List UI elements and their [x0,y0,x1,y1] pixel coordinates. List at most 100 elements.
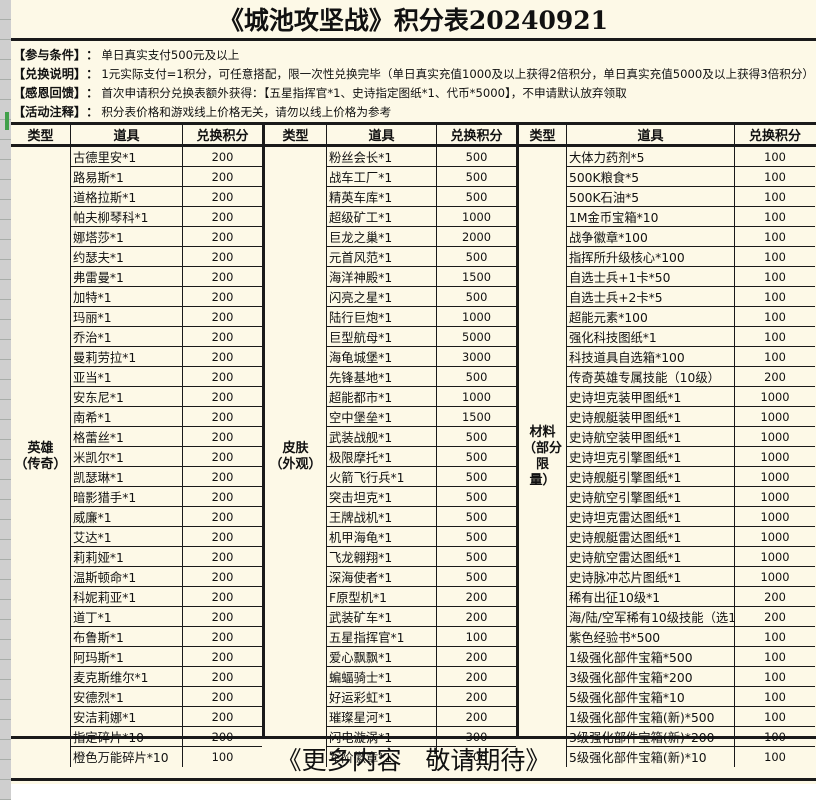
item-cell[interactable]: 闪亮之星*1 [327,287,436,307]
row-number-cell[interactable] [0,180,11,200]
item-cell[interactable]: 超能都市*1 [327,387,436,407]
points-cell[interactable]: 100 [735,327,815,347]
row-number-cell[interactable] [0,420,11,440]
points-cell[interactable]: 200 [437,647,516,667]
item-cell[interactable]: 史诗舰艇雷达图纸*1 [567,527,734,547]
item-cell[interactable]: 军阶徽章*1 [329,751,393,765]
item-cell[interactable]: 科妮莉亚*1 [71,587,182,607]
item-cell[interactable]: 5级强化部件宝箱(新)*10 [569,751,707,765]
points-cell[interactable]: 200 [183,507,262,527]
points-cell[interactable]: 100 [735,287,815,307]
item-cell[interactable]: 指定碎片*10 [71,727,182,747]
row-number-cell[interactable] [0,460,11,480]
item-cell[interactable]: 元首风范*1 [327,247,436,267]
row-number-cell[interactable] [0,200,11,220]
points-cell[interactable]: 200 [183,667,262,687]
item-cell[interactable]: 机甲海龟*1 [327,527,436,547]
points-cell[interactable]: 1000 [437,307,516,327]
points-cell[interactable]: 500 [437,427,516,447]
points-cell[interactable]: 2000 [437,227,516,247]
item-cell[interactable]: 布鲁斯*1 [71,627,182,647]
points-cell[interactable]: 500 [437,187,516,207]
points-cell[interactable]: 200 [437,687,516,707]
points-cell[interactable]: 1000 [735,447,815,467]
item-cell[interactable]: 曼莉劳拉*1 [71,347,182,367]
points-cell[interactable]: 1000 [735,507,815,527]
item-cell[interactable]: 加特*1 [71,287,182,307]
item-cell[interactable]: 格蕾丝*1 [71,427,182,447]
points-cell[interactable]: 500 [437,147,516,167]
item-cell[interactable]: 帕夫柳琴科*1 [71,207,182,227]
points-cell[interactable]: 1000 [437,387,516,407]
row-number-cell[interactable] [0,380,11,400]
points-cell[interactable]: 500 [437,167,516,187]
points-cell[interactable]: 1000 [735,467,815,487]
row-number-cell[interactable] [0,620,11,640]
item-cell[interactable]: 凯瑟琳*1 [71,467,182,487]
item-cell[interactable]: F原型机*1 [327,587,436,607]
item-cell[interactable]: 战车工厂*1 [327,167,436,187]
item-cell[interactable]: 史诗坦克引擎图纸*1 [567,447,734,467]
row-number-strip[interactable] [0,0,11,800]
item-cell[interactable]: 1级强化部件宝箱*500 [567,647,734,667]
item-cell[interactable]: 1M金币宝箱*10 [567,207,734,227]
points-cell[interactable]: 200 [183,647,262,667]
item-cell[interactable]: 精英车库*1 [327,187,436,207]
points-cell[interactable]: 1000 [735,387,815,407]
points-cell[interactable]: 200 [183,307,262,327]
item-cell[interactable]: 粉丝会长*1 [327,147,436,167]
points-cell[interactable]: 1000 [735,427,815,447]
points-cell[interactable]: 200 [183,487,262,507]
points-cell[interactable]: 500 [437,247,516,267]
points-cell[interactable]: 200 [183,347,262,367]
item-cell[interactable]: 超级矿工*1 [327,207,436,227]
row-number-cell[interactable] [0,400,11,420]
item-cell[interactable]: 阿玛斯*1 [71,647,182,667]
points-cell[interactable]: 500 [437,467,516,487]
row-number-cell[interactable] [0,560,11,580]
points-cell[interactable]: 500 [437,547,516,567]
row-number-cell[interactable] [0,60,11,80]
item-cell[interactable]: 大体力药剂*5 [567,147,734,167]
item-cell[interactable]: 巨龙之巢*1 [327,227,436,247]
item-cell[interactable]: 古德里安*1 [71,147,182,167]
points-cell[interactable]: 200 [183,527,262,547]
item-cell[interactable]: 安东尼*1 [71,387,182,407]
points-cell[interactable]: 100 [735,167,815,187]
item-cell[interactable]: 海/陆/空军稀有10级技能（选1） [567,607,734,627]
points-cell[interactable]: 200 [183,687,262,707]
item-cell[interactable]: 海洋神殿*1 [327,267,436,287]
points-cell[interactable]: 200 [183,247,262,267]
points-cell[interactable]: 500 [437,367,516,387]
row-number-cell[interactable] [0,760,11,780]
row-number-cell[interactable] [0,240,11,260]
item-cell[interactable]: 路易斯*1 [71,167,182,187]
points-cell[interactable]: 200 [183,707,262,727]
points-cell[interactable]: 200 [183,267,262,287]
points-cell[interactable]: 200 [183,167,262,187]
points-cell[interactable]: 100 [211,750,234,764]
points-cell[interactable]: 200 [437,667,516,687]
item-cell[interactable]: 闪电漩涡*1 [327,727,436,747]
row-number-cell[interactable] [0,260,11,280]
item-cell[interactable]: 3级强化部件宝箱*200 [567,667,734,687]
item-cell[interactable]: 火箭飞行兵*1 [327,467,436,487]
points-cell[interactable]: 100 [735,267,815,287]
item-cell[interactable]: 500K粮食*5 [567,167,734,187]
points-cell[interactable]: 100 [735,247,815,267]
item-cell[interactable]: 蝙蝠骑士*1 [327,667,436,687]
points-cell[interactable]: 200 [183,727,262,747]
row-number-cell[interactable] [0,780,11,800]
points-cell[interactable]: 200 [437,607,516,627]
row-number-cell[interactable] [0,480,11,500]
row-number-cell[interactable] [0,640,11,660]
item-cell[interactable]: 史诗航空雷达图纸*1 [567,547,734,567]
points-cell[interactable]: 1000 [735,567,815,587]
points-cell[interactable]: 500 [437,287,516,307]
item-cell[interactable]: 自选士兵+2卡*5 [567,287,734,307]
item-cell[interactable]: 爱心飘飘*1 [327,647,436,667]
item-cell[interactable]: 米凯尔*1 [71,447,182,467]
row-number-cell[interactable] [0,280,11,300]
item-cell[interactable]: 麦克斯维尔*1 [71,667,182,687]
points-cell[interactable]: 200 [437,707,516,727]
